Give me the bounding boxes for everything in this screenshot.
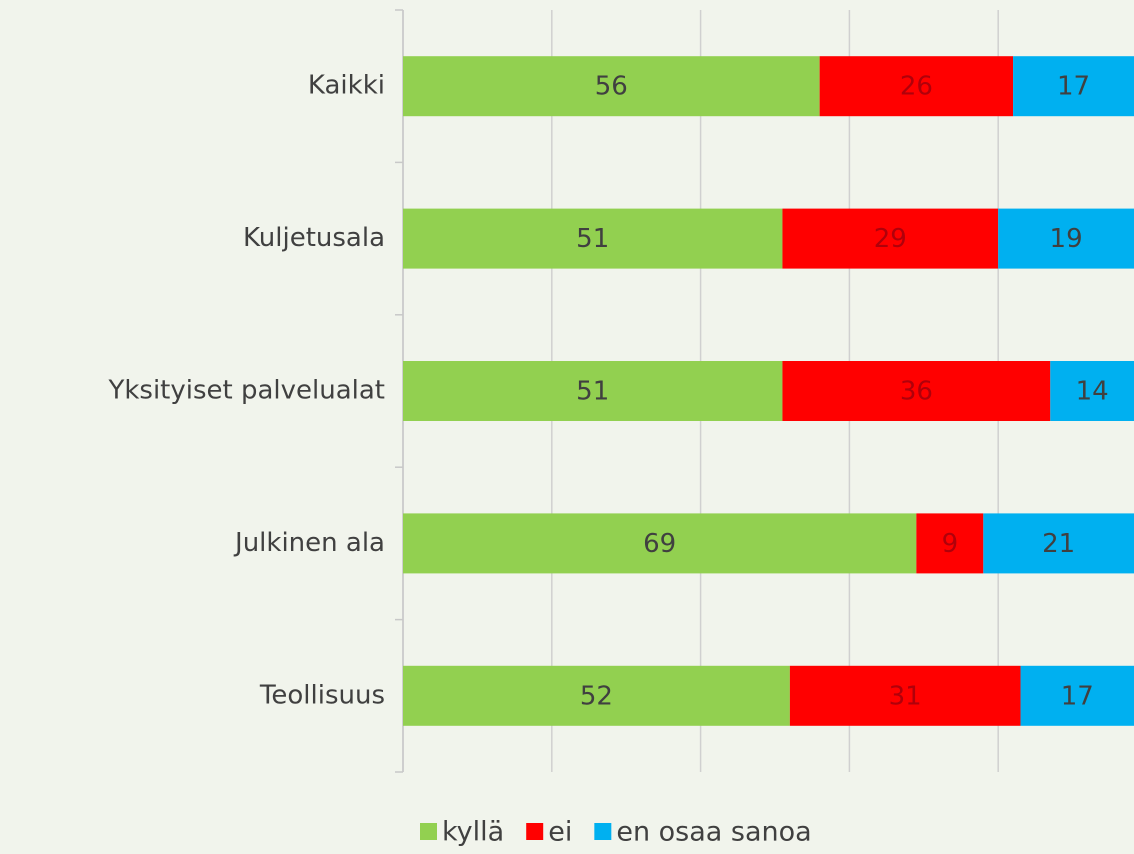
chart: Kaikki 56 26 17 Kuljetusala 51 29 19 Yksityiset … <box>0 0 1134 854</box>
category-label: Kaikki <box>308 71 385 101</box>
value-label: 19 <box>1050 224 1083 254</box>
value-label: 52 <box>580 681 613 711</box>
value-label: 14 <box>1076 377 1109 407</box>
legend-swatch <box>594 823 611 840</box>
value-label: 36 <box>900 377 933 407</box>
legend-label: en osaa sanoa <box>616 817 811 848</box>
value-label: 9 <box>942 529 959 559</box>
category-label: Yksityiset palvelualat <box>107 376 385 406</box>
page: {"chart_data": {"type": "stacked-bar-hor… <box>0 0 1134 854</box>
value-label: 69 <box>643 529 676 559</box>
value-label: 51 <box>576 377 609 407</box>
legend-label: kyllä <box>442 817 504 848</box>
category-label: Julkinen ala <box>233 528 385 558</box>
value-label: 26 <box>900 72 933 102</box>
value-label: 51 <box>576 224 609 254</box>
category-label: Kuljetusala <box>243 223 385 253</box>
category-label: Teollisuus <box>259 680 385 710</box>
legend-swatch <box>526 823 543 840</box>
legend-label: ei <box>548 817 572 848</box>
value-label: 17 <box>1057 72 1090 102</box>
value-label: 31 <box>889 681 922 711</box>
background <box>0 0 1134 854</box>
value-label: 17 <box>1061 681 1094 711</box>
legend-swatch <box>420 823 437 840</box>
value-label: 29 <box>874 224 907 254</box>
value-label: 56 <box>595 72 628 102</box>
value-label: 21 <box>1042 529 1075 559</box>
